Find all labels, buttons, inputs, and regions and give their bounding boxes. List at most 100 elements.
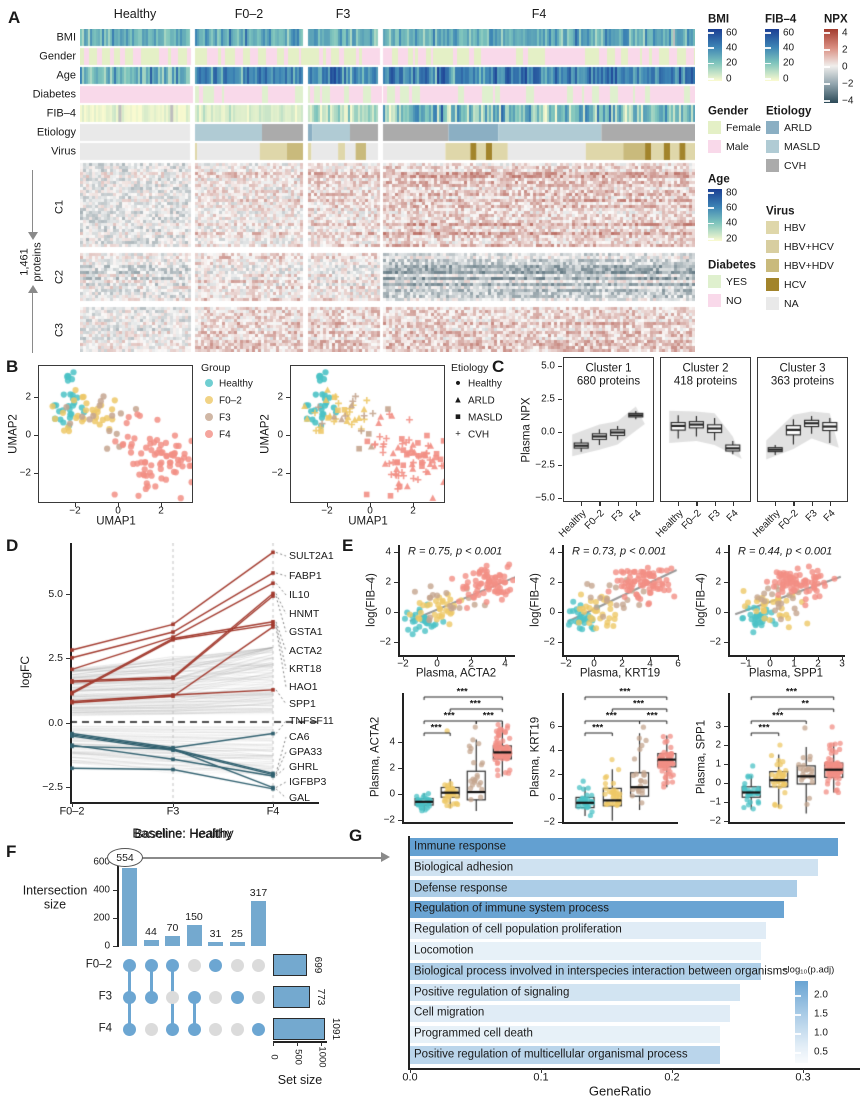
matrix-connector (192, 997, 196, 1029)
legend-item-group: F4 (219, 428, 231, 440)
virus-legend-swatch (766, 278, 779, 291)
bmi-legend-tick: 40 (726, 42, 738, 54)
matrix-dot-inactive (187, 958, 201, 972)
axis-tick-label: 500 (292, 1049, 304, 1065)
axis-tick-label: −5.0 (535, 492, 555, 504)
arrow-up-head (28, 285, 38, 293)
npx-legend-tick: 0 (842, 60, 848, 72)
significance-label: *** (592, 722, 604, 734)
axis-tick-label: 2 (715, 739, 721, 751)
significance-label: *** (785, 686, 798, 698)
tick-mark (558, 822, 562, 824)
significance-label: *** (430, 722, 442, 734)
legend-dot (205, 379, 213, 387)
tick-mark (724, 726, 728, 728)
tick-mark (650, 656, 652, 660)
matrix-dot-active (144, 958, 158, 972)
tick-mark (394, 612, 398, 614)
panel-label-a: A (8, 8, 21, 27)
gender-legend-swatch (708, 121, 721, 134)
tick-mark (505, 656, 507, 660)
virus-legend-swatch (766, 221, 779, 234)
heatmap-row-label: Diabetes (32, 88, 76, 101)
gender-legend-swatch (708, 140, 721, 153)
diabetes-legend-swatch (708, 294, 721, 307)
tick-mark (398, 794, 402, 796)
axis-tick-label: F3 (166, 805, 180, 818)
age-legend-tick: 40 (726, 217, 738, 229)
axis-tick-label: 0 (715, 777, 721, 789)
tick-mark (286, 397, 290, 399)
axis-title-umap1: UMAP1 (96, 515, 136, 528)
significance-label: *** (469, 698, 481, 710)
set-row-label: F0–2 (85, 958, 112, 971)
tick-mark (594, 656, 596, 660)
bmi-legend-title: BMI (708, 13, 730, 26)
legend-item-etiology: CVH (468, 428, 490, 440)
tick-mark (775, 502, 777, 506)
heatmap-column-header: F0–2 (234, 6, 264, 21)
virus-legend-swatch (766, 240, 779, 253)
age-legend-gradient (708, 189, 722, 241)
etiology-legend-item: CVH (784, 159, 807, 172)
significance-label: *** (605, 710, 617, 722)
e-scatter-y-axis (562, 545, 564, 656)
axis-tick-label: 0.3 (795, 1071, 811, 1084)
gene-label: IGFBP3 (289, 775, 327, 788)
npx-legend-tick: −2 (842, 77, 854, 89)
gene-label: GAL (289, 791, 311, 804)
axis-tick-label: F4 (266, 805, 280, 818)
matrix-dot-active (187, 990, 201, 1004)
legend-shape-glyph: ▲ (453, 394, 463, 406)
heatmap-row-label: Age (56, 69, 76, 82)
intersection-count: 31 (209, 927, 222, 940)
axis-tick-label: −2 (543, 636, 555, 648)
gene-label: IL10 (289, 588, 310, 601)
tick-mark (398, 768, 402, 770)
color-scale-tick: 1.0 (814, 1027, 828, 1039)
tick-mark (793, 502, 795, 506)
axis-tick-label: 4 (502, 658, 508, 670)
bmi-legend-tick: 60 (726, 26, 738, 38)
significance-label: *** (443, 710, 455, 722)
gene-label: GPA33 (289, 745, 323, 758)
tick-mark (273, 1042, 275, 1046)
axis-tick-label: −1 (740, 658, 752, 670)
category-tick-label: F4 (724, 507, 741, 524)
age-legend-tick-mark (708, 192, 714, 194)
tick-mark (558, 552, 562, 554)
fib4-legend-tick: 20 (783, 57, 795, 69)
e-box-y-axis (402, 693, 404, 823)
set-row-label: F4 (98, 1022, 112, 1035)
tick-mark (413, 503, 415, 507)
tick-mark (724, 745, 728, 747)
significance-label: *** (646, 710, 658, 722)
npx-legend-tick-mark (824, 49, 830, 51)
e-scatter-y-axis (728, 545, 730, 656)
fib4-legend-tick-mark (765, 62, 771, 65)
axis-tick-label: 4 (549, 546, 555, 558)
virus-legend-item: HBV (784, 221, 806, 234)
category-tick-label: F3 (609, 507, 626, 524)
go-bar (409, 900, 785, 918)
go-bar-label: Regulation of cell population proliferat… (414, 923, 622, 936)
tick-mark (746, 656, 748, 660)
axis-tick-label: 2.5 (541, 393, 555, 405)
tick-mark (678, 656, 680, 660)
go-bar-label: Biological process involved in interspec… (414, 965, 788, 978)
gene-label: FABP1 (289, 569, 322, 582)
panel-label-b: B (6, 357, 19, 376)
axis-title-logfc: logFC (18, 655, 33, 689)
axis-tick-label: −2.5 (42, 780, 63, 793)
intersection-bar (208, 941, 223, 946)
set-size-bar (273, 1018, 326, 1040)
axis-title-set-size: Set size (277, 1072, 323, 1087)
tick-mark (66, 658, 70, 660)
go-bar (409, 1025, 720, 1043)
go-bar (409, 942, 761, 960)
tick-mark (113, 946, 117, 948)
axis-tick-label: −1 (709, 796, 721, 808)
tick-mark (286, 473, 290, 475)
intersection-bar (122, 867, 137, 946)
arrow-to-g-head (381, 852, 390, 862)
